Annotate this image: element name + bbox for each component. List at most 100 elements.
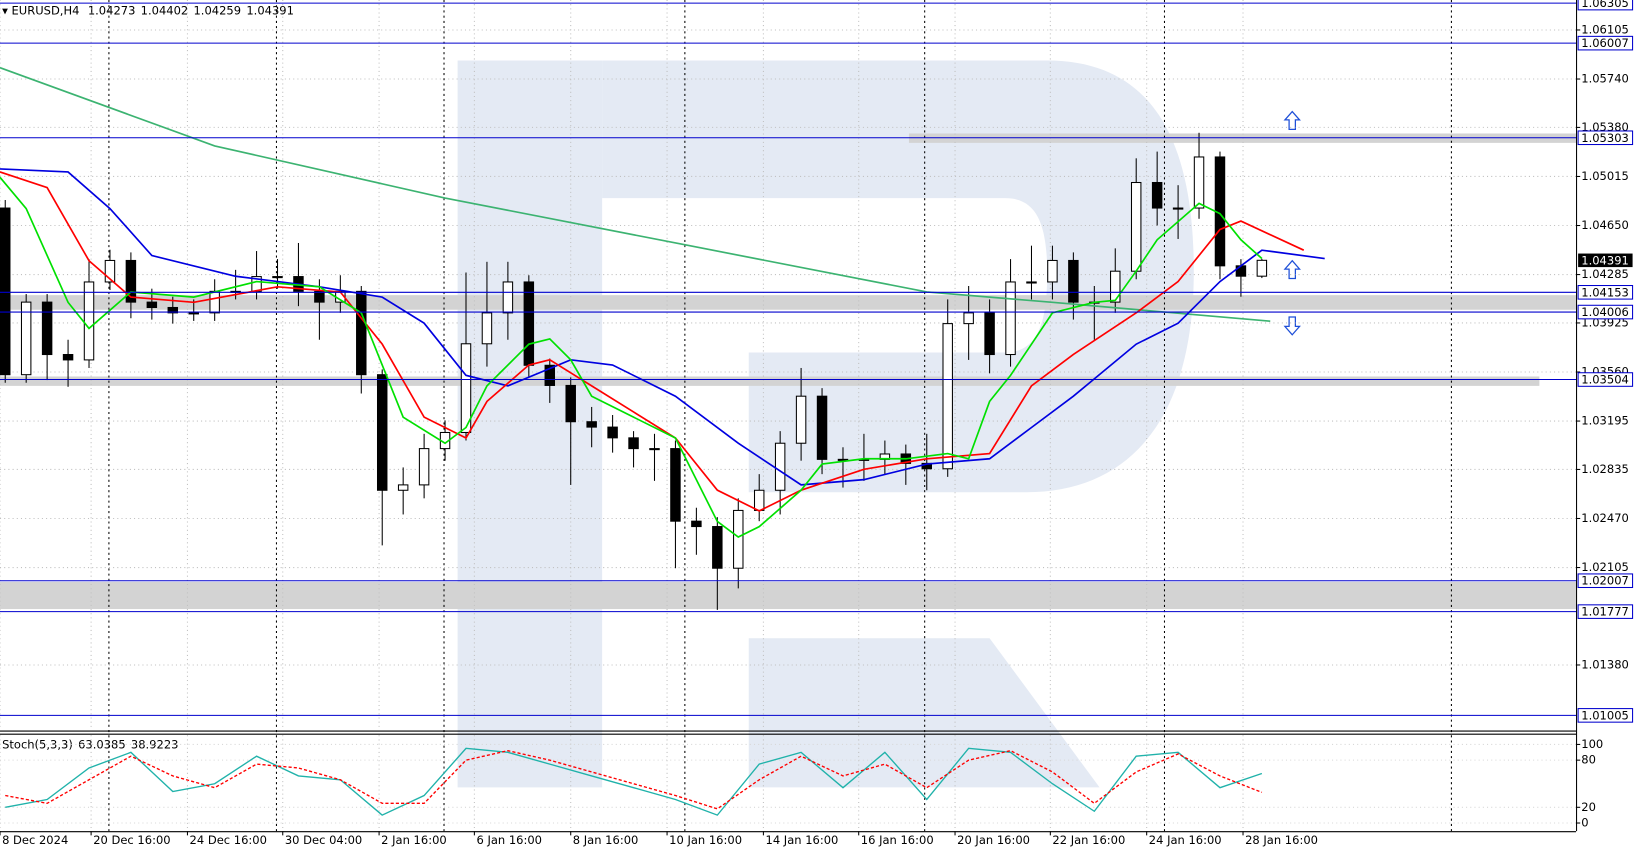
candle-body bbox=[41, 301, 53, 356]
candle-body bbox=[20, 301, 32, 376]
zone bbox=[0, 295, 1577, 310]
candle-body bbox=[125, 259, 137, 303]
x-tick-label: 20 Jan 16:00 bbox=[957, 833, 1030, 847]
y-tick-label: 1.05015 bbox=[1581, 169, 1629, 183]
candle-body bbox=[502, 281, 514, 314]
level-label: 1.04153 bbox=[1581, 285, 1629, 299]
y-tick-label: 1.04285 bbox=[1581, 267, 1629, 281]
level-label-box bbox=[1577, 130, 1634, 146]
x-tick-label: 10 Jan 16:00 bbox=[669, 833, 742, 847]
level-label-box bbox=[1577, 573, 1634, 589]
level-label: 1.01777 bbox=[1581, 605, 1629, 619]
chart-header: ▾ EURUSD,H4 1.04273 1.04402 1.04259 1.04391 bbox=[2, 3, 294, 17]
close-value: 1.04391 bbox=[246, 3, 294, 17]
header-arrow: ▾ bbox=[2, 3, 11, 17]
x-tick-label: 8 Jan 16:00 bbox=[573, 833, 639, 847]
candle-body bbox=[586, 421, 597, 428]
x-tick-label: 14 Jan 16:00 bbox=[765, 833, 838, 847]
indicator-name: Stoch(5,3,3) bbox=[2, 737, 73, 751]
candle-body bbox=[523, 281, 535, 366]
candle-body bbox=[0, 207, 11, 376]
level-label: 1.06007 bbox=[1581, 36, 1629, 50]
candle-body bbox=[1151, 181, 1163, 209]
candle-body bbox=[691, 520, 702, 528]
candle-body bbox=[816, 395, 828, 460]
x-tick-label: 8 Dec 2024 bbox=[2, 833, 68, 847]
y-tick-label: 1.01380 bbox=[1581, 657, 1629, 671]
candle-body bbox=[188, 312, 199, 315]
low-value: 1.04259 bbox=[194, 3, 242, 17]
zones bbox=[0, 133, 1577, 610]
signal-arrows bbox=[1283, 110, 1301, 336]
candle-body bbox=[397, 484, 409, 491]
candle-body bbox=[1005, 281, 1016, 356]
candle-body bbox=[356, 290, 367, 376]
candle-body bbox=[209, 290, 220, 314]
watermark-bar bbox=[457, 60, 603, 788]
candle-body bbox=[1110, 270, 1121, 303]
y-tick-label: 1.05380 bbox=[1581, 120, 1629, 134]
candle-body bbox=[963, 312, 974, 325]
stoch-main-value: 63.0385 bbox=[78, 737, 126, 751]
indicator-header: Stoch(5,3,3) 63.0385 38.9223 bbox=[2, 737, 178, 751]
level-label: 1.01005 bbox=[1581, 708, 1629, 722]
candle-body bbox=[1130, 181, 1142, 272]
moving-average bbox=[0, 168, 1325, 486]
level-label: 1.02007 bbox=[1581, 574, 1629, 588]
symbol: EURUSD,H4 bbox=[12, 3, 80, 17]
y-tick-label: 1.02470 bbox=[1581, 511, 1629, 525]
moving-average bbox=[0, 66, 1271, 323]
up-arrow bbox=[1283, 110, 1301, 130]
candle-body bbox=[146, 301, 158, 309]
candle-body bbox=[837, 458, 849, 461]
candle-body bbox=[1172, 207, 1184, 210]
candle-body bbox=[104, 259, 116, 283]
x-tick-label: 28 Jan 16:00 bbox=[1245, 833, 1318, 847]
current-price-label: 1.04391 bbox=[1581, 253, 1629, 267]
x-tick-label: 6 Jan 16:00 bbox=[476, 833, 542, 847]
x-tick-label: 16 Jan 16:00 bbox=[861, 833, 934, 847]
candle-body bbox=[1026, 281, 1037, 284]
x-tick-label: 30 Dec 04:00 bbox=[285, 833, 362, 847]
watermark-leg bbox=[748, 638, 1100, 788]
candle-body bbox=[753, 489, 765, 511]
candle-body bbox=[314, 290, 325, 303]
y-tick-label: 0 bbox=[1581, 816, 1588, 830]
y-tick-label: 80 bbox=[1581, 753, 1596, 767]
candle-body bbox=[649, 448, 660, 451]
level-label-box bbox=[1577, 372, 1634, 387]
current-price-box bbox=[1578, 253, 1633, 268]
stoch-line bbox=[5, 747, 1263, 816]
candle-body bbox=[607, 426, 618, 439]
y-tick-label: 1.03195 bbox=[1581, 414, 1629, 428]
candle-body bbox=[418, 448, 430, 486]
y-tick-label: 1.02105 bbox=[1581, 560, 1629, 574]
open-value: 1.04273 bbox=[88, 3, 136, 17]
up-arrow bbox=[1283, 259, 1301, 280]
candle-body bbox=[984, 312, 995, 356]
candle-body bbox=[481, 312, 493, 345]
candle-body bbox=[1256, 259, 1268, 277]
candle-body bbox=[272, 276, 283, 279]
candle-body bbox=[544, 364, 556, 386]
candle-body bbox=[733, 509, 744, 569]
level-label-box bbox=[1577, 304, 1634, 320]
zone bbox=[0, 376, 1540, 386]
level-label: 1.05303 bbox=[1581, 131, 1629, 145]
candle-body bbox=[670, 448, 681, 522]
y-tick-label: 100 bbox=[1581, 737, 1603, 751]
y-tick-label: 1.02835 bbox=[1581, 462, 1629, 476]
candle-body bbox=[774, 442, 786, 491]
candle-body bbox=[460, 343, 472, 433]
candle-body bbox=[565, 384, 576, 423]
level-label: 1.03504 bbox=[1581, 373, 1629, 387]
level-label-box bbox=[1577, 285, 1634, 300]
down-arrow bbox=[1283, 316, 1301, 336]
stoch-signal-value: 38.9223 bbox=[131, 737, 179, 751]
level-label-box bbox=[1577, 0, 1634, 11]
moving-average bbox=[0, 176, 1263, 538]
candle-body bbox=[628, 437, 639, 450]
candle-body bbox=[942, 323, 953, 470]
